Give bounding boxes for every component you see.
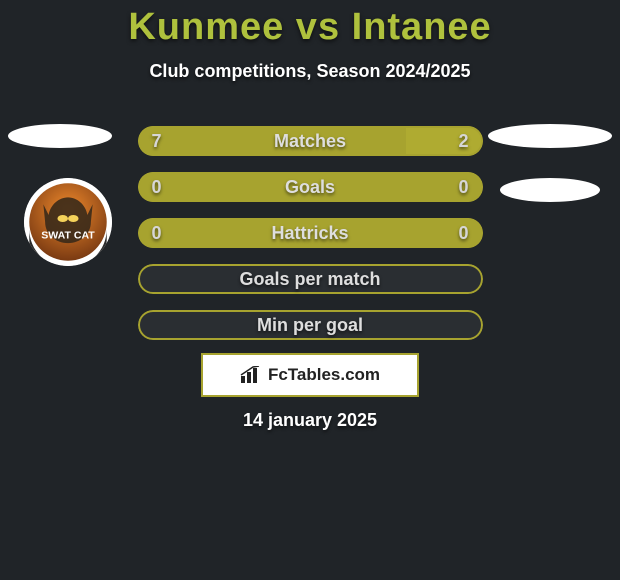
stat-label: Goals per match [138, 269, 483, 290]
stat-row: Goals0 0 [0, 169, 620, 205]
stat-value-left: 0 [152, 177, 162, 198]
stat-bar: Min per goal [138, 310, 483, 340]
stat-label: Hattricks [138, 223, 483, 244]
stat-bar: Goals per match [138, 264, 483, 294]
stat-bar: Matches7 2 [138, 126, 483, 156]
stat-row: Goals per match [0, 261, 620, 297]
stat-value-left: 7 [152, 131, 162, 152]
comparison-card: Kunmee vs Intanee Club competitions, Sea… [0, 0, 620, 580]
brand-text: FcTables.com [268, 365, 380, 385]
stat-row: Hattricks0 0 [0, 215, 620, 251]
brand-badge: FcTables.com [201, 353, 419, 397]
date-label: 14 january 2025 [0, 410, 620, 431]
stat-bar: Hattricks0 0 [138, 218, 483, 248]
stat-value-right: 0 [458, 177, 468, 198]
page-title: Kunmee vs Intanee [0, 0, 620, 49]
stat-bar: Goals0 0 [138, 172, 483, 202]
stat-row: Min per goal [0, 307, 620, 343]
stat-value-left: 0 [152, 223, 162, 244]
page-subtitle: Club competitions, Season 2024/2025 [0, 61, 620, 82]
bar-chart-icon [240, 366, 262, 384]
stat-value-right: 2 [458, 131, 468, 152]
stat-label: Goals [138, 177, 483, 198]
stat-row: Matches7 2 [0, 123, 620, 159]
stat-label: Matches [138, 131, 483, 152]
stat-label: Min per goal [138, 315, 483, 336]
stat-value-right: 0 [458, 223, 468, 244]
